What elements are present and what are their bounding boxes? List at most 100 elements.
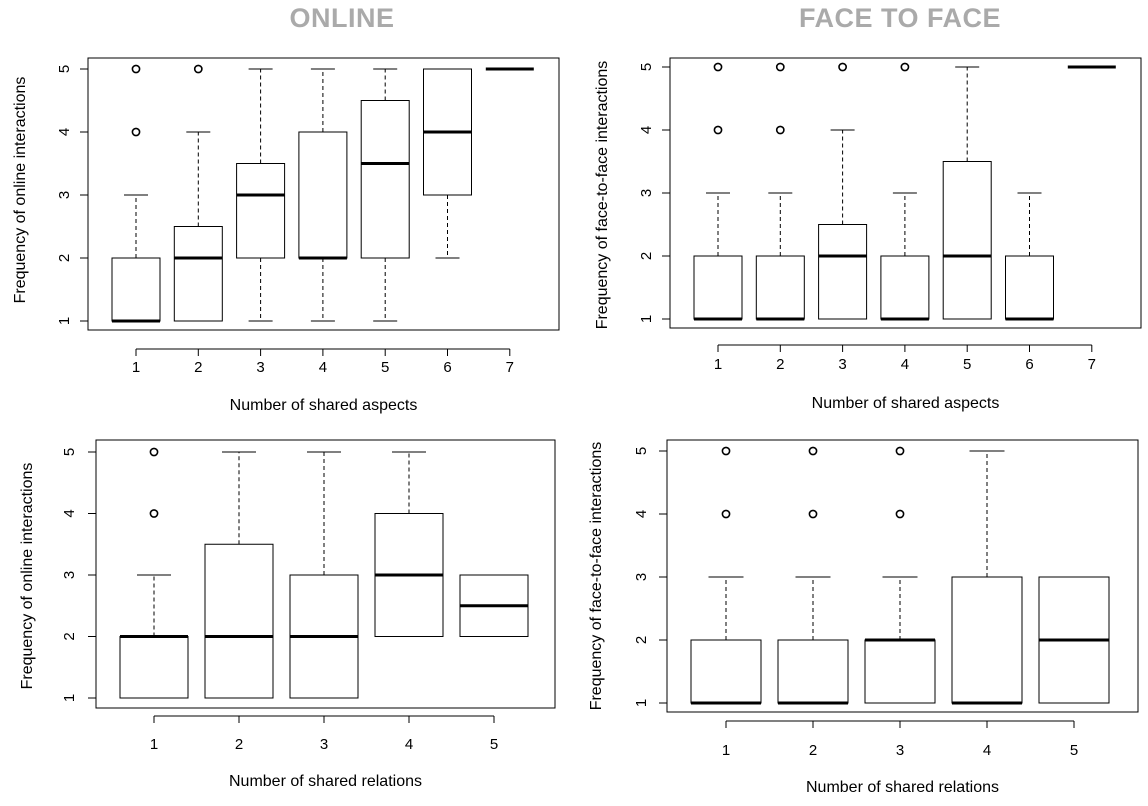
box-body — [173, 226, 223, 322]
y-tick-label: 2 — [633, 636, 650, 644]
y-tick-label: 1 — [638, 315, 655, 323]
x-tick-label: 4 — [405, 736, 413, 753]
box-body — [942, 161, 992, 320]
x-tick-label: 5 — [381, 359, 389, 376]
box-1 — [111, 64, 161, 323]
x-tick-label: 5 — [490, 736, 498, 753]
y-tick-label: 3 — [638, 189, 655, 197]
x-tick-label: 1 — [714, 356, 722, 373]
box-1 — [119, 447, 189, 699]
outlier-point — [775, 62, 785, 72]
x-tick-label: 4 — [319, 359, 327, 376]
x-axis-label: Number of shared aspects — [812, 395, 1000, 412]
box-body — [755, 255, 805, 320]
y-tick-label: 4 — [633, 510, 650, 518]
box-6 — [423, 68, 472, 259]
box-4 — [951, 450, 1023, 705]
box-4 — [880, 62, 930, 321]
outlier-point — [713, 125, 723, 135]
y-axis-label: Frequency of face-to-face interactions — [594, 61, 611, 330]
box-body — [864, 639, 936, 704]
x-tick-label: 4 — [901, 356, 909, 373]
x-tick-label: 7 — [506, 359, 514, 376]
box-6 — [1005, 192, 1054, 321]
plot-frame — [95, 439, 556, 709]
box-2 — [204, 451, 274, 699]
box-body — [777, 639, 849, 704]
box-3 — [864, 446, 936, 704]
outlier-point — [149, 509, 159, 518]
box-2 — [777, 446, 849, 705]
outlier-point — [895, 446, 905, 456]
x-axis-label: Number of shared relations — [806, 779, 999, 796]
chart-panel-online-shared-relations: 1 2 3 4 5 1 2 3 4 5 Number of shared relations Freq… — [19, 439, 556, 790]
x-tick-label: 6 — [1025, 356, 1033, 373]
y-tick-label: 2 — [56, 254, 73, 262]
box-3 — [236, 68, 286, 322]
x-tick-label: 3 — [838, 356, 846, 373]
box-body — [119, 636, 189, 699]
heading-face-to-face: FACE TO FACE — [798, 3, 1002, 33]
outlier-point — [895, 509, 905, 519]
outlier-point — [808, 509, 818, 519]
x-tick-label: 6 — [443, 359, 451, 376]
box-5 — [1038, 576, 1110, 704]
y-tick-label: 1 — [633, 699, 650, 707]
box-1 — [693, 62, 743, 321]
chart-panel-face-shared-aspects: 1 2 3 4 5 1 2 3 4 5 6 7 Number of shared aspects Freq… — [594, 57, 1142, 412]
box-body — [236, 163, 286, 259]
outlier-point — [721, 446, 731, 456]
outlier-point — [193, 64, 203, 74]
x-axis-label: Number of shared aspects — [230, 397, 418, 414]
box-body — [693, 255, 743, 320]
box-body — [1005, 255, 1054, 320]
x-tick-label: 2 — [194, 359, 202, 376]
box-body — [360, 100, 410, 259]
y-tick-label: 1 — [56, 317, 73, 325]
box-body — [690, 639, 762, 704]
x-tick-label: 1 — [132, 359, 140, 376]
x-tick-label: 5 — [963, 356, 971, 373]
box-5 — [360, 68, 410, 322]
outlier-point — [838, 62, 847, 72]
box-1 — [690, 446, 762, 705]
outlier-point — [149, 447, 159, 457]
outlier-point — [131, 127, 141, 137]
box-4 — [298, 68, 348, 322]
plot-frame — [87, 57, 560, 331]
chart-panel-online-shared-aspects: 1 2 3 4 5 1 2 3 4 5 6 7 Number of shared aspects Freq… — [12, 57, 560, 414]
x-tick-label: 7 — [1088, 356, 1096, 373]
y-tick-label: 2 — [638, 252, 655, 260]
box-5 — [942, 66, 992, 320]
outlier-point — [775, 125, 785, 135]
y-axis-label: Frequency of online interactions — [19, 463, 36, 690]
x-axis-label: Number of shared relations — [229, 773, 422, 790]
x-tick-label: 2 — [235, 736, 243, 753]
y-tick-label: 1 — [61, 694, 78, 702]
y-tick-label: 5 — [638, 63, 655, 71]
box-body — [111, 257, 161, 322]
chart-panel-face-shared-relations: 1 2 3 4 5 1 2 3 4 5 Number of shared relations Freq… — [588, 439, 1139, 796]
x-tick-label: 1 — [150, 736, 158, 753]
box-5 — [459, 574, 529, 637]
box-4 — [374, 451, 444, 637]
x-tick-label: 3 — [256, 359, 264, 376]
outlier-point — [721, 509, 731, 519]
outlier-point — [713, 62, 723, 72]
y-tick-label: 3 — [56, 191, 73, 199]
y-tick-label: 5 — [61, 448, 78, 456]
y-tick-label: 5 — [56, 65, 73, 73]
x-tick-label: 2 — [809, 742, 817, 759]
box-body — [951, 576, 1023, 704]
x-tick-label: 3 — [320, 736, 328, 753]
x-tick-label: 2 — [776, 356, 784, 373]
box-3 — [289, 451, 359, 699]
box-body — [818, 224, 868, 320]
x-tick-label: 1 — [722, 742, 730, 759]
box-2 — [755, 62, 805, 321]
x-tick-label: 3 — [896, 742, 904, 759]
outlier-point — [808, 446, 818, 456]
y-tick-label: 3 — [633, 573, 650, 581]
y-tick-label: 3 — [61, 571, 78, 579]
